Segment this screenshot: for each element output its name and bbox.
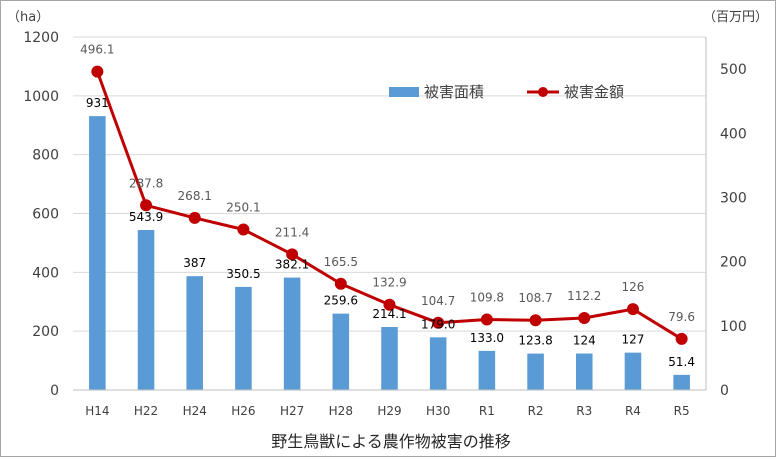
bar-data-label: 123.8 <box>518 334 552 348</box>
bar <box>381 327 398 390</box>
bar <box>429 337 447 390</box>
bar-data-label: 387 <box>183 256 206 270</box>
bar-data-label: 51.4 <box>668 355 695 369</box>
y-right-tick-label: 300 <box>720 190 747 206</box>
legend-label-line: 被害金額 <box>564 83 624 101</box>
line-data-label: 211.4 <box>275 225 309 239</box>
line-marker <box>334 277 347 290</box>
x-tick-label: H14 <box>85 404 109 418</box>
line-data-label: 496.1 <box>80 43 114 57</box>
y-left-tick-label: 200 <box>32 324 59 340</box>
line-marker <box>237 223 250 236</box>
bar <box>283 277 301 390</box>
x-tick-label: H22 <box>134 404 158 418</box>
bar-data-label: 214.1 <box>372 307 406 321</box>
line-marker <box>140 199 153 212</box>
line-marker <box>286 248 299 261</box>
legend: 被害面積 被害金額 <box>389 83 624 101</box>
bar <box>137 230 155 390</box>
x-tick-label: H27 <box>280 404 304 418</box>
line-data-label: 250.1 <box>226 200 260 214</box>
y-left-unit: （ha） <box>7 10 49 25</box>
x-tick-label: H30 <box>426 404 450 418</box>
line-marker <box>675 332 688 345</box>
line-data-label: 287.8 <box>129 176 163 190</box>
line-data-label: 165.5 <box>324 255 358 269</box>
y-left-tick-label: 0 <box>50 383 59 399</box>
x-tick-label: R1 <box>479 404 495 418</box>
line-marker <box>529 314 542 327</box>
x-tick-label: R4 <box>625 404 641 418</box>
bar-data-label: 124 <box>573 334 596 348</box>
line-marker <box>626 303 639 316</box>
line-data-label: 104.7 <box>421 294 455 308</box>
bar-data-label: 127 <box>622 333 645 347</box>
bar-data-label: 179.0 <box>421 317 455 331</box>
data-labels: 931 543.9 387 350.5 382.1 259.6 214.1 179.0 133.… <box>80 43 695 369</box>
line-data-label: 112.2 <box>567 289 601 303</box>
bar-data-label: 350.5 <box>226 267 260 281</box>
chart-title: 野生鳥獣による農作物被害の推移 <box>271 432 511 451</box>
line-marker <box>383 298 396 311</box>
y-left-tick-label: 1200 <box>23 30 59 46</box>
line-data-label: 268.1 <box>178 189 212 203</box>
line-data-label: 79.6 <box>668 310 695 324</box>
bar-data-label: 382.1 <box>275 258 309 272</box>
y-left-tick-label: 600 <box>32 207 59 223</box>
y-right-tick-label: 200 <box>720 255 747 271</box>
y-right-tick-label: 400 <box>720 126 747 142</box>
y-right-tick-label: 100 <box>720 319 747 335</box>
y-right-tick-label: 500 <box>720 62 747 78</box>
bar <box>235 286 252 390</box>
x-tick-label: R2 <box>528 404 544 418</box>
x-tick-label: R5 <box>674 404 690 418</box>
bar <box>527 353 544 390</box>
line-data-label: 109.8 <box>470 291 504 305</box>
bar-data-label: 133.0 <box>470 331 504 345</box>
x-tick-label: H28 <box>329 404 353 418</box>
line-data-label: 108.7 <box>518 291 552 305</box>
y-left-tick-label: 1000 <box>23 89 59 105</box>
x-tick-label: H26 <box>231 404 255 418</box>
line-data-label: 126 <box>622 280 645 294</box>
bar <box>624 352 642 390</box>
x-tick-label: H24 <box>183 404 207 418</box>
line-marker <box>188 211 201 224</box>
line-data-label: 132.9 <box>372 276 406 290</box>
y-left-tick-label: 400 <box>32 265 59 281</box>
line-marker <box>578 311 591 324</box>
legend-marker-line <box>538 87 548 97</box>
y-left-tick-label: 800 <box>32 148 59 164</box>
y-right-unit: （百万円） <box>703 10 768 25</box>
y-right-tick-label: 0 <box>720 383 729 399</box>
legend-label-bar: 被害面積 <box>424 83 484 101</box>
bar <box>186 276 204 390</box>
line-marker <box>432 316 445 329</box>
line-series <box>91 65 688 345</box>
bar <box>575 353 593 390</box>
line-marker <box>91 65 104 78</box>
bar-data-label: 931 <box>86 96 109 110</box>
x-tick-label: R3 <box>576 404 592 418</box>
bar-data-label: 259.6 <box>324 294 358 308</box>
bar-data-label: 543.9 <box>129 210 163 224</box>
bar <box>89 116 106 391</box>
x-tick-label: H29 <box>377 404 401 418</box>
bar-series <box>89 116 690 391</box>
bar <box>332 313 350 390</box>
axes: 0 200 400 600 800 1000 1200 0 100 200 300 400 500 H14… <box>23 30 746 418</box>
line-marker <box>480 313 493 326</box>
legend-swatch-bar <box>389 87 419 97</box>
bar <box>478 350 496 390</box>
bar <box>673 374 690 390</box>
